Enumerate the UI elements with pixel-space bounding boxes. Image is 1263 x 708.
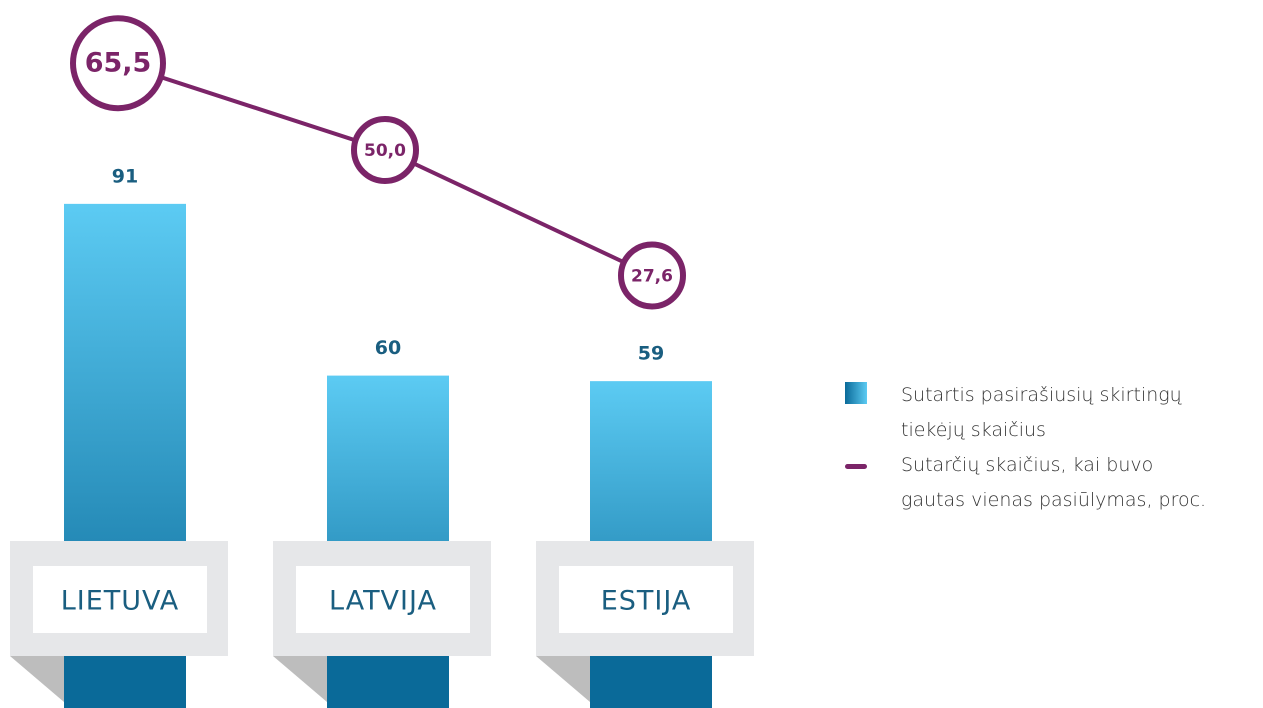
point (351, 116, 419, 184)
point (618, 241, 686, 310)
data-label: 65,5 (85, 48, 152, 79)
legend: Sutartis pasirašiusių skirtingų tiekėjų … (845, 378, 1245, 518)
bar-base (590, 656, 712, 708)
data-label: 27,6 (631, 266, 673, 286)
legend-label: Sutarčių skaičius, kai buvo gautas viena… (901, 454, 1207, 511)
legend-item: Sutarčių skaičius, kai buvo gautas viena… (845, 448, 1245, 518)
label-box (559, 566, 733, 633)
data-label: 59 (638, 343, 664, 365)
bar-base (327, 656, 449, 708)
data-label: 50,0 (364, 141, 406, 161)
data-label: 60 (375, 337, 401, 359)
label-box (33, 566, 207, 633)
fold-shadow (536, 656, 590, 702)
legend-item: Sutartis pasirašiusių skirtingų tiekėjų … (845, 378, 1245, 448)
legend-swatch (845, 382, 867, 404)
x-tick-label: LATVIJA (329, 586, 437, 617)
fold-shadow (273, 656, 327, 702)
label-box (296, 566, 470, 633)
x-tick-label: LIETUVA (61, 586, 180, 617)
bar-base (64, 656, 186, 708)
data-label: 91 (112, 165, 138, 187)
fold-shadow (10, 656, 64, 702)
x-tick-label: ESTIJA (601, 586, 692, 617)
point (70, 15, 166, 112)
legend-swatch (845, 464, 867, 469)
legend-label: Sutartis pasirašiusių skirtingų tiekėjų … (901, 384, 1182, 441)
